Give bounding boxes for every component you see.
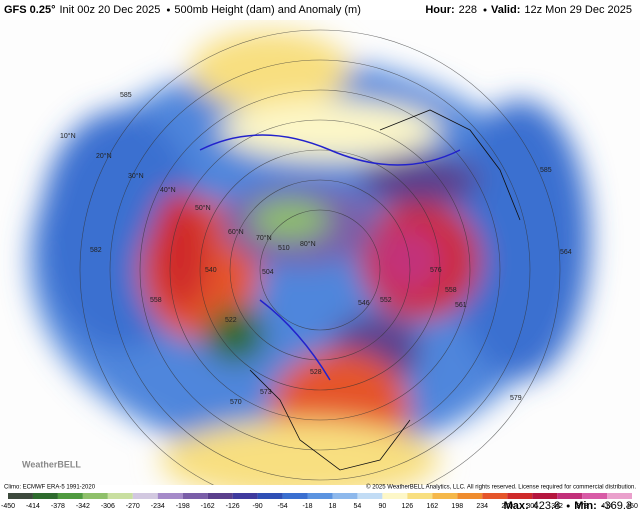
colorbar-tick-label: 342 bbox=[551, 503, 563, 510]
colorbar-bin bbox=[57, 493, 83, 499]
colorbar-tick-label: -198 bbox=[176, 503, 190, 510]
colorbar-bin bbox=[257, 493, 283, 499]
colorbar-tick-label: -306 bbox=[101, 503, 115, 510]
contour-label: 558 bbox=[150, 297, 162, 304]
lat-label: 60°N bbox=[228, 228, 244, 236]
lat-label: 40°N bbox=[160, 186, 176, 194]
contour-label: 504 bbox=[262, 269, 274, 276]
contour-label: 582 bbox=[90, 247, 102, 254]
contour-label: 576 bbox=[430, 267, 442, 274]
contour-label: 528 bbox=[310, 369, 322, 376]
contour-label: 570 bbox=[230, 399, 242, 406]
hour-label: Hour: bbox=[425, 4, 454, 16]
contour-label: 564 bbox=[560, 249, 572, 256]
header: GFS 0.25° Init 00z 20 Dec 2025 500mb Heigh… bbox=[4, 4, 632, 512]
colorbar-bin bbox=[82, 493, 108, 499]
colorbar-tick-label: -54 bbox=[277, 503, 287, 510]
colorbar-tick-label: 126 bbox=[402, 503, 414, 510]
colorbar-tick-label: -18 bbox=[302, 503, 312, 510]
lat-label: 30°N bbox=[128, 172, 144, 180]
colorbar-bin bbox=[532, 493, 558, 499]
colorbar-tick-label: 414 bbox=[601, 503, 613, 510]
colorbar-tick-label: 162 bbox=[426, 503, 438, 510]
colorbar-tick-label: -90 bbox=[253, 503, 263, 510]
contour-label: 579 bbox=[510, 395, 522, 402]
contour-label: 510 bbox=[278, 245, 290, 252]
contour-label: 540 bbox=[205, 267, 217, 274]
copyright: © 2025 WeatherBELL Analytics, LLC. All r… bbox=[366, 484, 636, 491]
contour-label: 546 bbox=[358, 300, 370, 307]
colorbar-bin bbox=[207, 493, 233, 499]
map bbox=[30, 29, 590, 485]
colorbar-bin bbox=[107, 493, 133, 499]
colorbar-bin bbox=[432, 493, 458, 499]
climo-note: Climo: ECMWF ERA-5 1991-2020 bbox=[4, 485, 96, 491]
separator bbox=[166, 8, 170, 12]
colorbar-tick-label: 90 bbox=[379, 503, 387, 510]
valid-label: Valid: bbox=[491, 4, 520, 16]
colorbar-bin bbox=[157, 493, 183, 499]
colorbar-tick-label: 18 bbox=[329, 503, 337, 510]
lat-label: 80°N bbox=[300, 240, 316, 248]
min: -369.3 bbox=[601, 500, 632, 512]
model: GFS 0.25° bbox=[4, 4, 55, 16]
contour-label: 522 bbox=[225, 317, 237, 324]
lat-label: 10°N bbox=[60, 132, 76, 140]
colorbar-bin bbox=[407, 493, 433, 499]
colorbar-tick-label: 234 bbox=[476, 503, 488, 510]
init-time: Init 00z 20 Dec 2025 bbox=[59, 4, 160, 16]
colorbar-tick-label: -414 bbox=[26, 503, 40, 510]
separator bbox=[566, 504, 570, 508]
contour-label: 585 bbox=[120, 92, 132, 99]
contour-label: 585 bbox=[540, 167, 552, 174]
colorbar-tick-label: -450 bbox=[1, 503, 15, 510]
colorbar-bin bbox=[332, 493, 358, 499]
colorbar-tick-label: -378 bbox=[51, 503, 65, 510]
colorbar-bin bbox=[482, 493, 508, 499]
colorbar-bin bbox=[507, 493, 533, 499]
colorbar-bin bbox=[357, 493, 383, 499]
colorbar-bin bbox=[607, 493, 632, 499]
colorbar-tick-label: 306 bbox=[526, 503, 538, 510]
colorbar-bin bbox=[282, 493, 308, 499]
colorbar: -450 -414 -378 -342 -306 -270 -234 -198 -162 -126… bbox=[1, 493, 638, 510]
logo: WeatherBELL bbox=[22, 459, 81, 469]
hour: 228 bbox=[459, 4, 477, 16]
colorbar-tick-label: 450 bbox=[626, 503, 638, 510]
colorbar-tick-label: -126 bbox=[226, 503, 240, 510]
product: 500mb Height (dam) and Anomaly (m) bbox=[174, 4, 360, 16]
colorbar-tick-label: -234 bbox=[151, 503, 165, 510]
colorbar-bin bbox=[557, 493, 583, 499]
colorbar-tick-label: -270 bbox=[126, 503, 140, 510]
colorbar-tick-label: 198 bbox=[451, 503, 463, 510]
min-label: Min: bbox=[574, 500, 597, 512]
colorbar-bin bbox=[32, 493, 58, 499]
separator bbox=[483, 8, 487, 12]
colorbar-bin bbox=[232, 493, 258, 499]
colorbar-tick-label: -162 bbox=[201, 503, 215, 510]
colorbar-bin bbox=[307, 493, 333, 499]
colorbar-bin bbox=[582, 493, 608, 499]
contour-label: 573 bbox=[260, 389, 272, 396]
colorbar-tick-label: -342 bbox=[76, 503, 90, 510]
colorbar-bin bbox=[382, 493, 408, 499]
lat-label: 20°N bbox=[96, 152, 112, 160]
max-label: Max: bbox=[504, 500, 529, 512]
contour-label: 558 bbox=[445, 287, 457, 294]
colorbar-bin bbox=[132, 493, 158, 499]
colorbar-tick-label: 270 bbox=[501, 503, 513, 510]
contour-label: 561 bbox=[455, 302, 467, 309]
max: 423.8 bbox=[533, 500, 561, 512]
contour-label: 552 bbox=[380, 297, 392, 304]
colorbar-tick-label: 378 bbox=[576, 503, 588, 510]
valid-time: 12z Mon 29 Dec 2025 bbox=[524, 4, 632, 16]
lat-label: 50°N bbox=[195, 204, 211, 212]
colorbar-tick-label: 54 bbox=[354, 503, 362, 510]
colorbar-bin bbox=[8, 493, 33, 499]
lat-label: 70°N bbox=[256, 234, 272, 242]
colorbar-bin bbox=[457, 493, 483, 499]
colorbar-bin bbox=[182, 493, 208, 499]
